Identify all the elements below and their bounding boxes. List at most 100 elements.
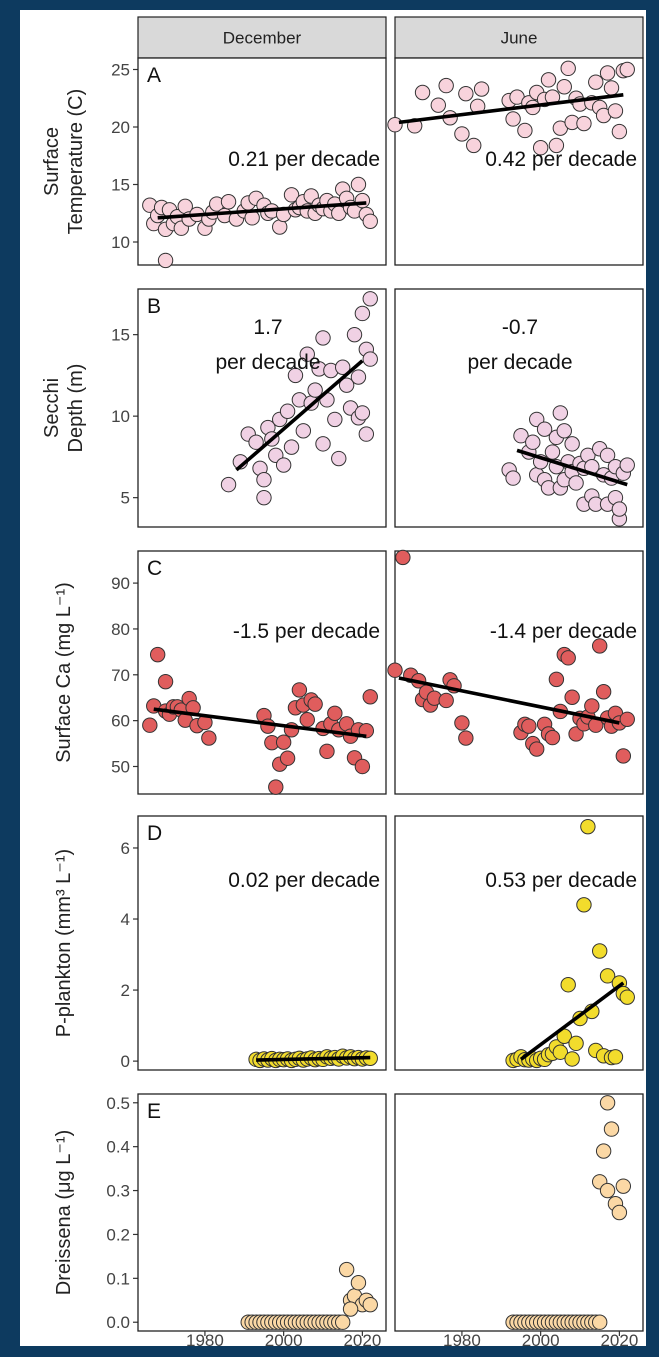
data-point [307,382,323,398]
data-point [599,1095,616,1111]
data-point [556,79,572,95]
data-point [354,405,371,421]
data-point [299,346,315,362]
data-point [279,750,296,766]
data-point [619,989,635,1005]
data-point [599,968,616,984]
data-point [256,472,272,488]
x-tick-label: 1980 [443,1331,481,1350]
trend-annotation: -0.7 [502,316,538,339]
y-tick-label: 15 [111,326,130,345]
trend-annotation: 0.02 per decade [228,869,380,892]
y-tick-label: 0 [121,1052,130,1071]
y-tick-label: 0.2 [106,1225,130,1244]
data-point [354,192,371,209]
trend-line [398,93,624,125]
data-point [149,646,166,663]
trend-annotation: -1.5 per decade [233,620,380,643]
y-tick-label: 90 [111,574,130,593]
y-tick-label: 6 [121,839,130,858]
trend-annotation: 1.7 [253,316,282,339]
data-point [458,85,474,102]
facet-strip [137,16,387,59]
data-point [560,977,576,993]
panel-letter: D [147,822,162,845]
y-tick-label: 5 [121,489,130,508]
data-point [283,187,300,203]
y-tick-label: 15 [111,176,130,195]
data-point [517,122,533,139]
data-point [619,711,635,727]
facet-strip-label: December [223,29,302,48]
y-tick-label: 10 [111,233,130,252]
data-point [279,403,296,419]
data-point [362,291,378,307]
facet-strip [394,16,644,59]
x-tick-label: 2020 [343,1331,381,1350]
data-point [331,450,347,467]
data-point [536,421,553,437]
data-point [564,1051,580,1067]
data-point [584,698,600,714]
data-point [466,137,482,154]
data-point [295,423,312,439]
data-point [576,897,592,913]
data-point [591,1314,608,1330]
data-point [458,730,474,746]
panel-letter: C [147,557,162,580]
data-point [564,689,580,705]
data-point [354,305,371,322]
data-point [576,115,592,132]
trend-annotation: -1.4 per decade [490,620,637,643]
data-point [334,359,351,375]
data-point [525,434,541,450]
data-point [607,103,624,119]
data-point [560,650,576,666]
y-tick-label: 80 [111,620,130,639]
data-point [599,447,616,463]
x-tick-label: 2020 [600,1331,638,1350]
x-tick-label: 2000 [522,1331,560,1350]
data-point [615,748,632,764]
data-point [275,734,292,750]
data-point [611,501,628,517]
data-point [157,673,174,690]
data-point [350,369,367,385]
y-tick-label: 25 [111,61,130,80]
panel-frame [137,815,387,1071]
y-axis-title: Secchi [41,378,63,438]
trend-line [153,707,367,739]
data-point [529,741,545,757]
trend-annotation: 0.53 per decade [485,869,637,892]
y-tick-label: 70 [111,666,130,685]
data-point [291,682,308,698]
trend-annotation: 0.21 per decade [228,148,380,171]
data-point [430,97,447,113]
data-point [438,692,454,709]
trend-line [519,981,625,1061]
facet-strip-label: June [501,29,538,48]
data-point [556,423,572,439]
panel-frame [137,1093,387,1332]
data-point [552,405,569,421]
trend-line [398,676,620,725]
y-tick-label: 0.1 [106,1269,130,1288]
data-point [568,726,584,742]
trend-annotation: per decade [467,351,572,374]
y-axis-title: Temperature (C) [65,89,87,235]
panel-frame [137,550,387,795]
data-point [307,696,323,712]
data-point [611,1204,628,1221]
data-point [142,717,158,733]
data-point [595,1143,612,1159]
panel-letter: E [147,1100,161,1123]
data-point [611,123,628,140]
y-axis-title: P-plankton (mm³ L⁻¹) [53,849,75,1037]
trend-line [256,1055,371,1062]
data-point [315,330,331,346]
data-point [505,111,521,127]
data-point [275,457,292,473]
data-point [540,72,557,88]
data-point [544,444,561,460]
